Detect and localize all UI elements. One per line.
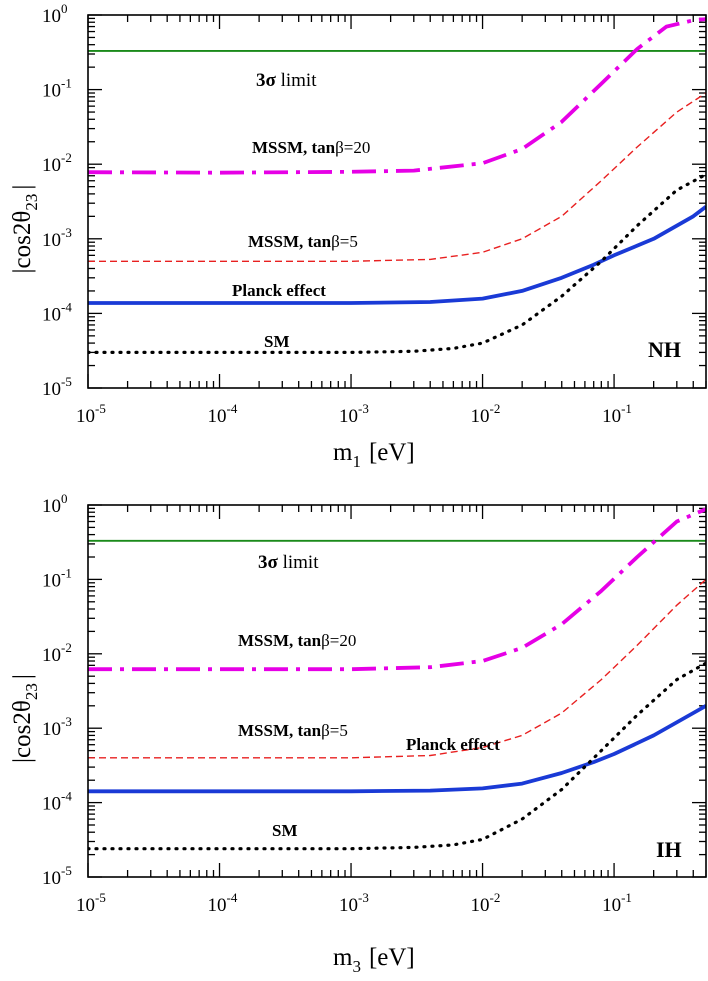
y-axis-label: |cos2θ23| (9, 185, 41, 274)
y-tick-label: 10-1 (42, 565, 72, 591)
limit-label: 3σ limit (258, 552, 319, 573)
y-tick-label: 10-2 (42, 150, 72, 176)
annotation-mssm20: MSSM, tanβ=20 (252, 138, 370, 157)
limit-label: 3σ limit (256, 70, 317, 91)
x-axis-label: m1 [eV] (333, 439, 415, 471)
y-tick-label: 10-4 (42, 299, 72, 325)
y-tick-label: 10-3 (42, 714, 72, 740)
panel-ih: 10-5 10-4 10-3 10-2 10-1 10-5 10-4 10-3 10-2 10-1… (9, 491, 707, 976)
y-tick-label: 100 (42, 491, 68, 517)
y-tick-label: 10-5 (42, 863, 72, 889)
axis-ticks (87, 14, 707, 389)
y-tick-label: 10-1 (42, 76, 72, 102)
y-axis-label: |cos2θ23| (9, 674, 41, 763)
annotation-sm: SM (272, 821, 298, 840)
y-tick-label: 10-3 (42, 225, 72, 251)
annotation-planck: Planck effect (232, 281, 326, 300)
annotation-mssm20: MSSM, tanβ=20 (238, 631, 356, 650)
annotation-mssm5: MSSM, tanβ=5 (238, 721, 348, 740)
annotation-mssm5: MSSM, tanβ=5 (248, 232, 358, 251)
x-tick-label: 10-1 (602, 401, 632, 427)
y-tick-label: 10-2 (42, 640, 72, 666)
y-tick-label: 10-4 (42, 789, 72, 815)
plot-frame (87, 504, 707, 878)
series-line-planck (88, 704, 706, 794)
x-tick-label: 10-4 (208, 401, 238, 427)
x-axis-label: m3 [eV] (333, 944, 415, 976)
series-line-planck (88, 205, 706, 305)
x-tick-label: 10-2 (471, 401, 501, 427)
x-tick-label: 10-3 (339, 401, 369, 427)
x-tick-label: 10-5 (76, 401, 106, 427)
series-line-sm (88, 172, 706, 354)
x-tick-label: 10-3 (339, 890, 369, 916)
series-line-sm (88, 661, 706, 851)
series-line-mssm5 (88, 92, 706, 262)
series-line-mssm20 (88, 507, 706, 672)
plot-area (88, 17, 706, 354)
plot-area (88, 507, 706, 851)
hierarchy-tag: IH (656, 837, 682, 862)
panel-nh: 10-5 10-4 10-3 10-2 10-1 10-5 10-4 10-3 10-2 10-1… (9, 1, 707, 471)
x-tick-label: 10-5 (76, 890, 106, 916)
series-line-mssm20 (88, 17, 706, 175)
annotation-sm: SM (264, 332, 290, 351)
axis-ticks (87, 504, 707, 878)
x-tick-label: 10-1 (602, 890, 632, 916)
hierarchy-tag: NH (648, 337, 681, 362)
x-tick-label: 10-2 (471, 890, 501, 916)
annotation-planck: Planck effect (406, 735, 500, 754)
y-tick-label: 10-5 (42, 374, 72, 400)
plot-frame (87, 14, 707, 389)
y-tick-label: 100 (42, 1, 68, 27)
x-tick-label: 10-4 (208, 890, 238, 916)
